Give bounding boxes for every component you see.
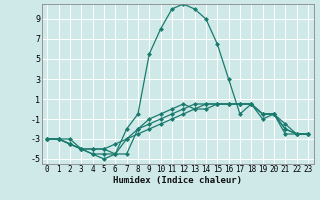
X-axis label: Humidex (Indice chaleur): Humidex (Indice chaleur) xyxy=(113,176,242,185)
